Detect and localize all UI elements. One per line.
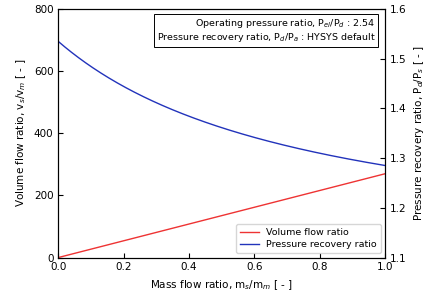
Volume flow ratio [213,215,218,219]
Pressure recovery ratio [211,123,216,127]
Pressure recovery ratio [213,124,218,128]
Volume flow ratio [56,256,61,259]
Line: Volume flow ratio: Volume flow ratio [58,174,385,258]
Text: Operating pressure ratio, P$_{el}$/P$_d$ : 2.54
Pressure recovery ratio, P$_d$/P: Operating pressure ratio, P$_{el}$/P$_d$… [157,17,375,44]
Y-axis label: Pressure recovery ratio, P$_d$/P$_s$ [ - ]: Pressure recovery ratio, P$_d$/P$_s$ [ -… [412,45,426,221]
Volume flow ratio [250,206,255,209]
Pressure recovery ratio [56,40,61,43]
Volume flow ratio [233,210,238,214]
Pressure recovery ratio [383,164,388,167]
Volume flow ratio [383,172,388,175]
Pressure recovery ratio [375,162,380,166]
Pressure recovery ratio [323,153,329,156]
Volume flow ratio [323,187,329,191]
X-axis label: Mass flow ratio, m$_s$/m$_m$ [ - ]: Mass flow ratio, m$_s$/m$_m$ [ - ] [151,278,293,292]
Line: Pressure recovery ratio: Pressure recovery ratio [58,42,385,165]
Pressure recovery ratio [233,130,238,134]
Pressure recovery ratio [250,135,255,139]
Volume flow ratio [211,216,216,220]
Legend: Volume flow ratio, Pressure recovery ratio: Volume flow ratio, Pressure recovery rat… [236,225,380,253]
Y-axis label: Volume flow ratio, v$_s$/v$_m$ [ - ]: Volume flow ratio, v$_s$/v$_m$ [ - ] [14,59,28,208]
Volume flow ratio [375,174,380,178]
